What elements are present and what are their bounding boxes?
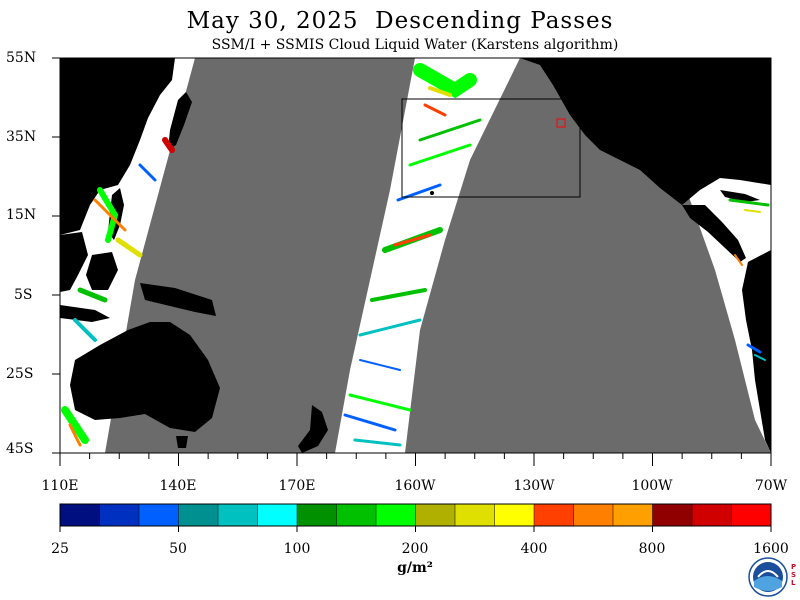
lat-label-5s: 5S: [14, 287, 33, 303]
colorbar-swatch: [613, 504, 653, 526]
colorbar-swatch: [178, 504, 219, 526]
land-cuba: [720, 190, 760, 202]
colorbar-swatch: [534, 504, 574, 526]
map-title: May 30, 2025 Descending Passes: [186, 8, 614, 34]
colorbar-swatch: [573, 504, 614, 526]
satellite-swath-central: [335, 58, 520, 453]
land-masses: [60, 58, 771, 453]
colorbar-label-100: 100: [283, 541, 311, 557]
region-box: [401, 98, 581, 198]
colorbar-swatch: [60, 504, 100, 526]
colorbar-swatch: [376, 504, 416, 526]
land-north-america: [520, 58, 771, 205]
noaa-logo-icon: [748, 557, 788, 597]
land-tasmania: [176, 436, 188, 448]
colorbar-swatch: [336, 504, 377, 526]
colorbar-swatch: [455, 504, 495, 526]
map-panel: [60, 58, 771, 453]
colorbar-swatch: [415, 504, 456, 526]
colorbar-units: g/m²: [397, 560, 433, 576]
colorbar-frame: [59, 503, 772, 527]
lat-label-35n: 35N: [6, 129, 37, 145]
land-hawaii: [430, 191, 434, 195]
land-indochina: [60, 232, 88, 292]
colorbar-label-200: 200: [401, 541, 429, 557]
land-australia: [70, 322, 220, 432]
colorbar-swatch: [692, 504, 732, 526]
colorbar-swatch: [218, 504, 258, 526]
land-new-guinea: [140, 283, 216, 316]
colorbar-swatch: [731, 504, 772, 526]
colorbar: [59, 504, 772, 532]
colorbar-swatch: [139, 504, 179, 526]
colorbar-swatch: [297, 504, 337, 526]
lon-label-160w: 160W: [394, 478, 436, 494]
colorbar-label-400: 400: [520, 541, 548, 557]
longitude-ticks: [59, 453, 772, 466]
land-japan: [168, 92, 192, 150]
location-marker: [556, 118, 566, 128]
land-borneo: [86, 252, 118, 290]
colorbar-swatch: [652, 504, 693, 526]
lon-label-110e: 110E: [41, 478, 79, 494]
land-java: [60, 305, 110, 322]
lat-label-25s: 25S: [6, 366, 34, 382]
colorbar-label-800: 800: [638, 541, 666, 557]
map-subtitle: SSM/I + SSMIS Cloud Liquid Water (Karste…: [211, 37, 619, 53]
colorbar-label-50: 50: [169, 541, 187, 557]
lon-label-170e: 170E: [278, 478, 316, 494]
lat-label-15n: 15N: [6, 207, 37, 223]
colorbar-swatch: [257, 504, 298, 526]
land-new-zealand: [298, 405, 328, 453]
cloud-features: [61, 63, 770, 447]
lat-label-55n: 55N: [6, 50, 37, 66]
colorbar-label-25: 25: [51, 541, 69, 557]
colorbar-swatch: [99, 504, 140, 526]
latitude-ticks: [52, 57, 60, 454]
lon-label-140e: 140E: [159, 478, 197, 494]
lon-label-70w: 70W: [754, 478, 788, 494]
land-asia: [60, 58, 175, 235]
lat-label-45s: 45S: [6, 441, 34, 457]
colorbar-swatch: [494, 504, 535, 526]
land-central-america: [682, 205, 746, 262]
lon-label-100w: 100W: [631, 478, 673, 494]
colorbar-label-1600: 1600: [753, 541, 789, 557]
lon-label-130w: 130W: [513, 478, 555, 494]
